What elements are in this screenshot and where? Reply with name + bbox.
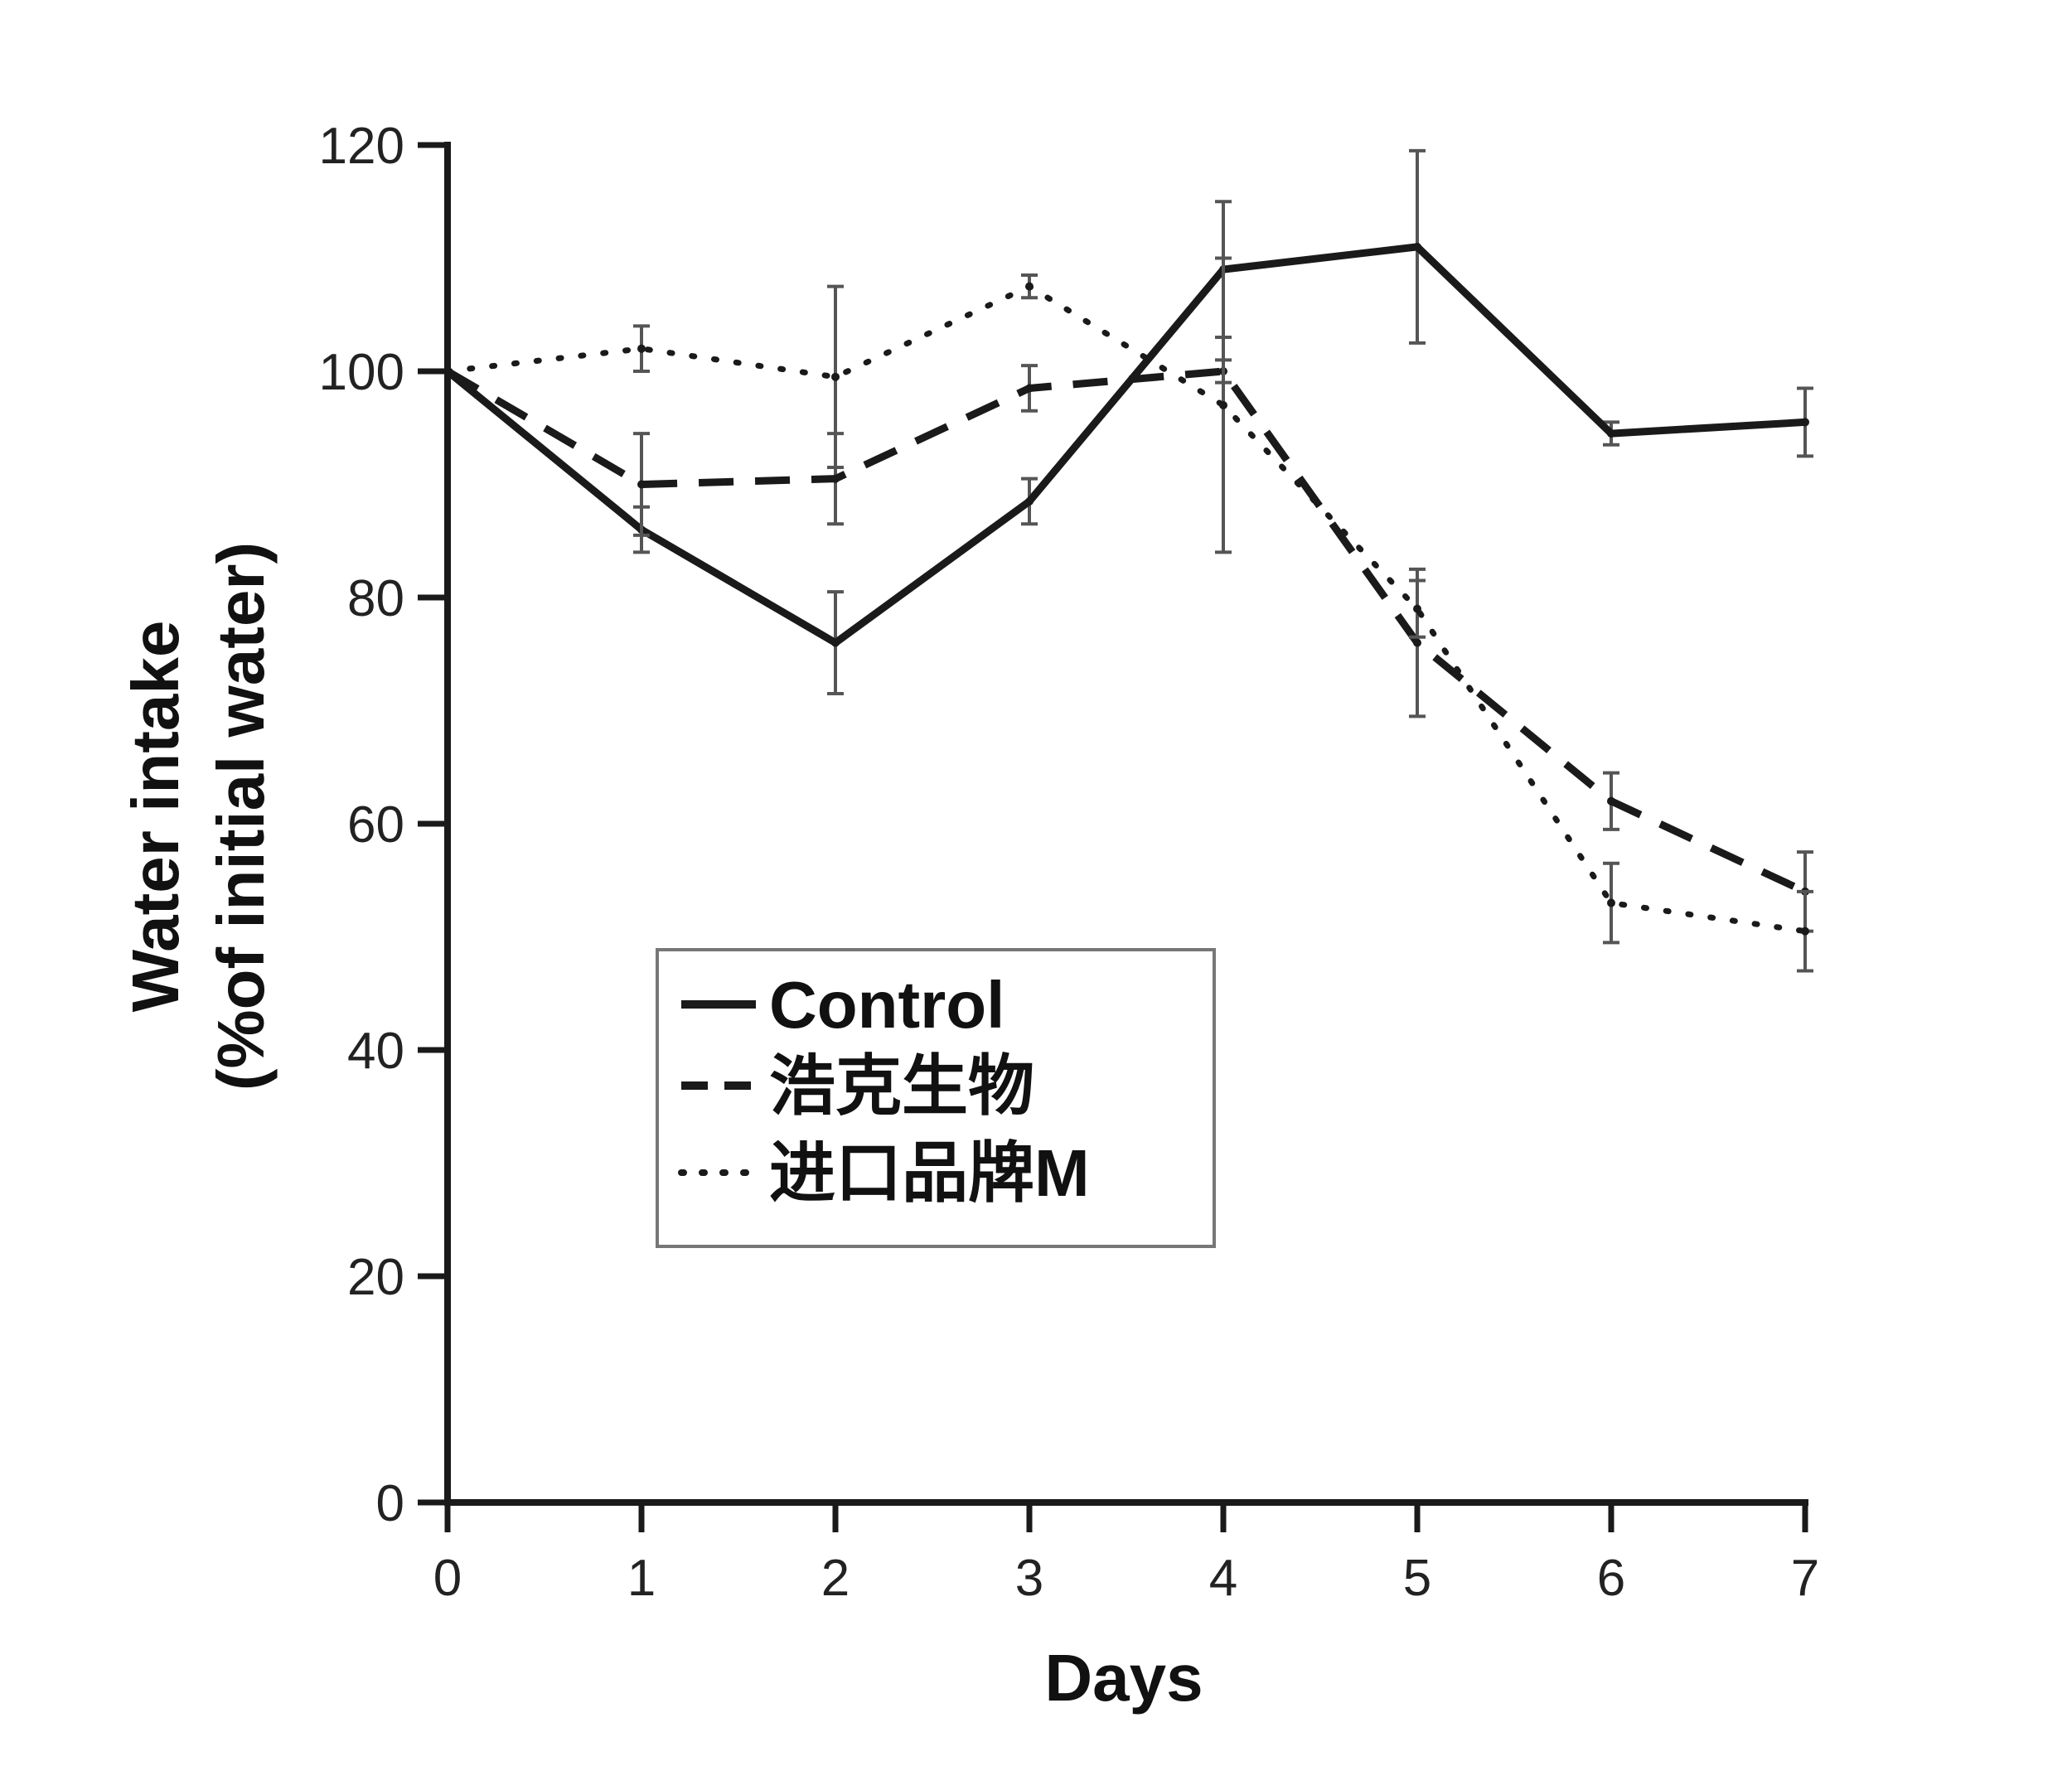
y-tick-label: 20 xyxy=(347,1249,404,1306)
series-3 xyxy=(443,256,1813,973)
x-tick-label: 4 xyxy=(1209,1550,1237,1607)
data-point xyxy=(1607,796,1615,806)
data-point xyxy=(1413,604,1421,613)
x-tick-label: 1 xyxy=(627,1550,656,1607)
x-tick-label: 2 xyxy=(821,1550,850,1607)
data-point xyxy=(1025,384,1034,393)
data-point xyxy=(1413,638,1421,647)
legend-label: Control xyxy=(769,968,1005,1042)
x-tick-label: 3 xyxy=(1015,1550,1043,1607)
data-point xyxy=(1607,898,1615,907)
y-tick-label: 0 xyxy=(376,1475,404,1532)
data-point xyxy=(637,480,646,489)
data-point xyxy=(1801,418,1809,427)
y-tick-label: 120 xyxy=(319,118,404,175)
y-tick-label: 40 xyxy=(347,1023,404,1080)
legend-label: 浩克生物 xyxy=(769,1049,1034,1123)
series-line xyxy=(445,243,1806,647)
y-tick-label: 60 xyxy=(347,796,404,854)
data-point xyxy=(831,474,840,483)
x-tick-label: 7 xyxy=(1791,1550,1819,1607)
x-tick-label: 0 xyxy=(433,1550,462,1607)
x-axis-title: Days xyxy=(1044,1641,1203,1715)
data-point xyxy=(831,638,840,647)
data-point xyxy=(831,372,840,381)
y-tick-label: 100 xyxy=(319,344,404,401)
y-tick-label: 80 xyxy=(347,570,404,627)
series-line xyxy=(444,283,1808,935)
data-point xyxy=(1219,400,1227,409)
x-tick-label: 5 xyxy=(1403,1550,1431,1607)
series-1 xyxy=(443,148,1813,696)
series-layer xyxy=(443,148,1813,973)
data-point xyxy=(637,344,646,353)
legend-box xyxy=(656,948,1216,1248)
ticks: 0 20 40 60 80 100 120 0 1 2 3 4 5 6 7 xyxy=(319,118,1820,1607)
series-2 xyxy=(443,358,1813,933)
data-point xyxy=(1413,242,1421,251)
x-tick-label: 6 xyxy=(1597,1550,1625,1607)
data-point xyxy=(1607,429,1615,438)
y-axis-title: Water intake xyxy=(119,621,192,1013)
y-axis-subtitle: (%of initial water) xyxy=(204,542,278,1091)
series-line xyxy=(445,367,1807,895)
data-point xyxy=(1801,927,1809,936)
data-point xyxy=(1025,282,1034,291)
data-point xyxy=(1025,496,1034,506)
legend-label: 进口品牌M xyxy=(769,1136,1090,1210)
data-point xyxy=(443,367,452,375)
